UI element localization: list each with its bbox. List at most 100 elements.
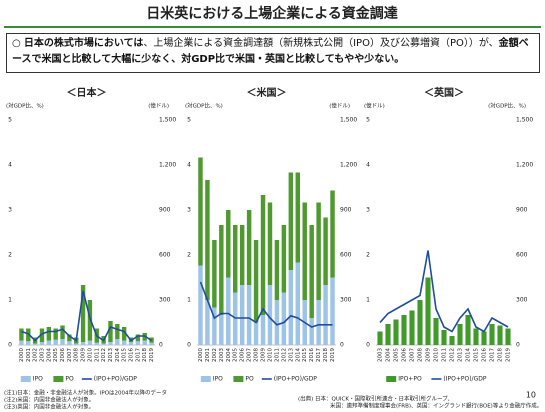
x-tick-label: 2013 — [108, 348, 114, 362]
legend-label: (IPO+PO)/GDP — [443, 376, 486, 383]
x-tick-label: 2003 — [378, 348, 384, 362]
bar — [377, 331, 383, 345]
x-tick-label: 2005 — [233, 348, 239, 362]
x-tick-label: 2002 — [33, 348, 39, 362]
y-axis-label: (対GDP比、%) — [185, 102, 223, 110]
x-tick-label: 2005 — [394, 348, 400, 362]
x-tick-label: 2016 — [129, 348, 135, 362]
chart-title: ＜日本＞ — [67, 86, 107, 99]
x-tick-label: 2003 — [39, 348, 45, 362]
y2-tick-label: 600 — [340, 252, 352, 259]
x-tick-label: 2000 — [19, 348, 25, 362]
x-tick-label: 2007 — [67, 348, 73, 362]
source-note: (出典) 日本：QUICK・国際取引所連合・日本取引所グループ、 — [298, 395, 453, 403]
footnote: (注2)米国：内国非金融法人が対象。 — [4, 396, 94, 404]
footnote: (注3)英国：内国非金融法人が対象。 — [4, 403, 94, 411]
y2-tick-label: 1,200 — [340, 162, 357, 169]
y-tick-label: 1 — [8, 297, 12, 304]
bar — [473, 328, 479, 345]
bar — [219, 315, 224, 345]
bar — [316, 300, 321, 345]
y2-tick-label: 300 — [159, 297, 171, 304]
bar — [212, 307, 217, 345]
bar — [253, 240, 259, 323]
x-tick-label: 2000 — [198, 348, 204, 362]
bar — [323, 285, 328, 345]
y2-tick-label: 600 — [159, 252, 171, 259]
bar — [489, 324, 495, 345]
x-tick-label: 2014 — [466, 348, 472, 362]
y2-axis-label: (億ドル) — [148, 102, 169, 110]
y2-tick-label: 600 — [516, 252, 528, 259]
y-tick-label: 2 — [187, 252, 191, 259]
x-tick-label: 2011 — [442, 348, 448, 362]
y-tick-label: 3 — [8, 207, 12, 214]
bar — [441, 330, 447, 345]
bar — [46, 327, 52, 341]
bar — [80, 342, 86, 345]
bar — [433, 318, 439, 345]
x-tick-label: 2005 — [53, 348, 59, 362]
source-note: 米国：連邦準備制度理事会(FRB)、英国：イングランド銀行(BOE)等より金融庁… — [330, 402, 542, 410]
bar — [253, 322, 259, 345]
bar — [274, 240, 280, 300]
bar — [142, 340, 147, 345]
bar — [309, 318, 314, 345]
gdp-ratio-line — [21, 290, 153, 342]
bar — [267, 202, 273, 285]
chart-title: ＜英国＞ — [424, 86, 464, 99]
bar — [260, 315, 266, 345]
bar — [60, 325, 65, 339]
summary-box: ○ 日本の株式市場においては、上場企業による資金調達額（新規株式公開（IPO）及… — [6, 33, 540, 73]
legend-label: PO — [245, 376, 254, 383]
summary-text: 金額ベースで米国と比較して大幅に少なく、対GDP比で米国・英国と比較してもやや少… — [12, 38, 529, 65]
legend-label: (IPO+PO)/GDP — [94, 376, 137, 383]
x-tick-label: 2007 — [247, 348, 253, 362]
x-tick-label: 2004 — [46, 348, 52, 362]
x-tick-label: 2019 — [506, 348, 512, 362]
y-tick-label: 5 — [366, 117, 370, 124]
x-tick-label: 2008 — [418, 348, 424, 362]
bar — [323, 217, 328, 285]
bar — [330, 190, 335, 278]
bar — [32, 343, 38, 345]
bar — [205, 300, 210, 345]
x-tick-label: 2012 — [450, 348, 456, 362]
bar — [281, 225, 287, 293]
y-tick-label: 4 — [8, 162, 12, 169]
x-tick-label: 2016 — [309, 348, 315, 362]
bar — [108, 321, 113, 342]
y2-tick-label: 1,500 — [340, 117, 357, 124]
bar — [316, 202, 321, 300]
page-number: 10 — [526, 391, 536, 400]
y-tick-label: 4 — [366, 162, 370, 169]
bar — [239, 285, 245, 345]
x-tick-label: 2012 — [281, 348, 287, 362]
bar — [94, 342, 99, 345]
x-tick-label: 2013 — [458, 348, 464, 362]
bar — [115, 324, 120, 339]
bar — [115, 339, 120, 345]
bar — [288, 270, 294, 345]
y2-tick-label: 1,500 — [516, 117, 533, 124]
y-tick-label: 1 — [366, 297, 370, 304]
bar — [46, 340, 52, 345]
x-tick-label: 2018 — [498, 348, 504, 362]
x-tick-label: 2008 — [74, 348, 80, 362]
bar — [260, 195, 266, 315]
bar — [457, 324, 463, 345]
bar — [19, 328, 24, 341]
bar — [67, 334, 72, 342]
bar — [449, 336, 455, 345]
y-tick-label: 5 — [187, 117, 191, 124]
bar — [481, 331, 487, 345]
y2-axis-label: (億ドル) — [329, 102, 350, 110]
bar — [239, 225, 245, 285]
bar — [121, 327, 127, 341]
y2-tick-label: 300 — [340, 297, 352, 304]
bar — [198, 157, 203, 266]
bar — [505, 328, 511, 345]
bar — [205, 180, 210, 300]
bar — [302, 202, 307, 300]
